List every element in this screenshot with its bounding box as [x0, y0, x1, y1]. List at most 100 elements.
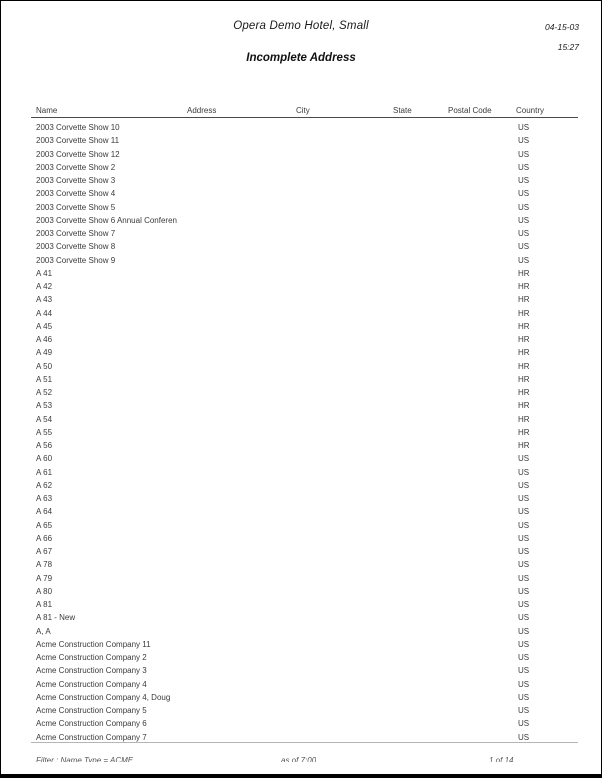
table-row: Acme Construction Company 3 US — [1, 664, 601, 677]
row-name: A 43 — [36, 295, 53, 305]
table-row: A 55 HR — [1, 426, 601, 439]
row-country: US — [518, 215, 530, 225]
row-name: 2003 Corvette Show 12 — [36, 149, 120, 159]
table-row: 2003 Corvette Show 8 US — [1, 240, 601, 253]
row-country: US — [518, 454, 530, 464]
row-name: A 56 — [36, 441, 53, 450]
table-row: Acme Construction Company 2 US — [1, 651, 601, 664]
row-country: US — [518, 520, 530, 530]
table-row: A 42 HR — [1, 280, 601, 293]
row-country: US — [518, 162, 530, 172]
column-header-country: Country — [516, 106, 545, 115]
table-row: 2003 Corvette Show 12 US — [1, 148, 601, 161]
row-country: HR — [518, 388, 530, 397]
row-name: A 52 — [36, 388, 53, 397]
table-row: A 60 US — [1, 452, 601, 465]
table-body: 2003 Corvette Show 10 US 2003 Corvette S… — [1, 121, 601, 744]
row-country: HR — [518, 441, 530, 450]
row-name: A 55 — [36, 427, 53, 437]
report-date: 04-15-03 — [544, 22, 579, 32]
table-row: A 80 US — [1, 585, 601, 598]
table-row: Acme Construction Company 5 US — [1, 704, 601, 717]
row-name: 2003 Corvette Show 7 — [36, 229, 116, 238]
row-country: HR — [518, 414, 530, 424]
table-row: Acme Construction Company 4, Doug US — [1, 691, 601, 704]
hotel-title: Opera Demo Hotel, Small — [233, 20, 369, 32]
row-name: Acme Construction Company 4, Doug — [36, 692, 171, 702]
table-row: A 67 US — [1, 545, 601, 558]
column-header-name: Name — [36, 106, 58, 115]
row-country: US — [518, 480, 530, 490]
row-name: A 53 — [36, 401, 53, 411]
row-country: US — [518, 666, 530, 676]
table-row: A 61 US — [1, 466, 601, 479]
table-row: A 64 US — [1, 505, 601, 518]
table-row: 2003 Corvette Show 9 US — [1, 254, 601, 267]
row-name: A 80 — [36, 586, 53, 596]
row-name: Acme Construction Company 6 — [36, 719, 147, 729]
table-row: 2003 Corvette Show 11 US — [1, 134, 601, 147]
row-name: Acme Construction Company 3 — [36, 666, 147, 676]
table-row: A 63 US — [1, 492, 601, 505]
row-country: HR — [518, 401, 530, 411]
row-country: HR — [518, 335, 530, 344]
row-country: HR — [518, 295, 530, 305]
row-name: 2003 Corvette Show 8 — [36, 242, 116, 252]
row-name: Acme Construction Company 7 — [36, 732, 147, 742]
table-row: A 49 HR — [1, 346, 601, 359]
table-row: A 81 - New US — [1, 611, 601, 624]
row-country: US — [518, 149, 530, 159]
row-name: A 64 — [36, 507, 53, 517]
row-name: A 81 - New — [36, 613, 76, 623]
row-name: A 62 — [36, 480, 53, 490]
table-row: A 62 US — [1, 479, 601, 492]
column-header-state: State — [393, 106, 412, 115]
row-name: A 51 — [36, 374, 53, 384]
row-name: 2003 Corvette Show 4 — [36, 189, 116, 199]
table-row: 2003 Corvette Show 5 US — [1, 201, 601, 214]
row-country: US — [518, 242, 530, 252]
table-row: A 41 HR — [1, 267, 601, 280]
row-country: US — [518, 626, 530, 636]
row-country: US — [518, 255, 530, 265]
table-row: 2003 Corvette Show 2 US — [1, 161, 601, 174]
table-row: 2003 Corvette Show 4 US — [1, 187, 601, 200]
row-country: US — [518, 123, 530, 132]
table-row: A 43 HR — [1, 293, 601, 306]
table-row: A, A US — [1, 625, 601, 638]
row-country: HR — [518, 374, 530, 384]
column-header-city: City — [296, 106, 310, 115]
row-country: US — [518, 467, 530, 477]
row-name: A, A — [36, 626, 51, 636]
header-rule — [31, 117, 578, 118]
table-row: 2003 Corvette Show 10 US — [1, 121, 601, 134]
table-row: Acme Construction Company 7 US — [1, 731, 601, 744]
row-country: US — [518, 202, 530, 212]
row-country: HR — [518, 348, 530, 358]
table-row: 2003 Corvette Show 3 US — [1, 174, 601, 187]
row-name: Acme Construction Company 11 — [36, 639, 151, 649]
row-country: US — [518, 547, 530, 556]
row-country: HR — [518, 282, 530, 291]
table-row: A 50 HR — [1, 360, 601, 373]
row-country: US — [518, 560, 530, 570]
row-country: US — [518, 586, 530, 596]
row-name: Acme Construction Company 2 — [36, 653, 147, 662]
row-name: A 41 — [36, 268, 53, 278]
row-name: 2003 Corvette Show 9 — [36, 255, 116, 265]
row-country: US — [518, 507, 530, 517]
row-name: 2003 Corvette Show 5 — [36, 202, 116, 212]
row-country: US — [518, 706, 530, 715]
column-header-postal-code: Postal Code — [448, 106, 492, 115]
row-name: A 54 — [36, 414, 53, 424]
table-row: A 52 HR — [1, 386, 601, 399]
footer-center-cropped-text: as of 7:00 — [281, 756, 317, 762]
row-country: US — [518, 639, 530, 649]
row-name: 2003 Corvette Show 6 Annual Conferen — [36, 215, 177, 225]
row-country: HR — [518, 308, 530, 318]
row-country: HR — [518, 427, 530, 437]
table-row: 2003 Corvette Show 7 US — [1, 227, 601, 240]
row-name: A 44 — [36, 308, 53, 318]
table-row: A 51 HR — [1, 373, 601, 386]
row-country: US — [518, 189, 530, 199]
